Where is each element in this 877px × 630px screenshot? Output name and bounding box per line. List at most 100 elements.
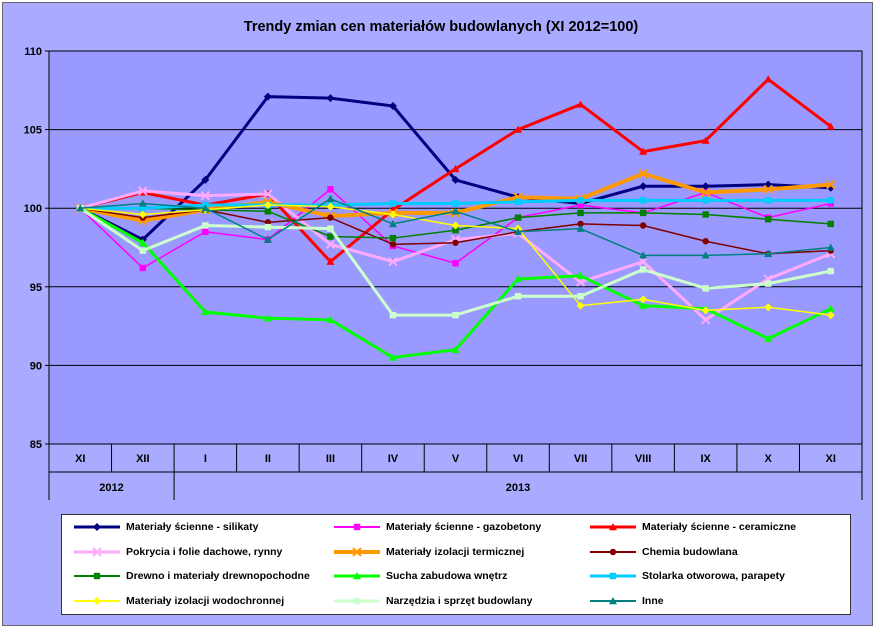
data-point <box>327 233 334 240</box>
data-point <box>826 243 835 251</box>
data-point <box>327 214 334 221</box>
data-point <box>701 136 710 144</box>
data-point <box>826 311 835 320</box>
data-point <box>451 164 460 173</box>
legend-item: Pokrycia i folie dachowe, rynny <box>72 543 282 561</box>
data-point <box>826 122 835 130</box>
y-tick-label: 90 <box>30 360 42 372</box>
legend-label: Materiały izolacji wodochronnej <box>126 594 285 607</box>
data-point <box>575 277 586 287</box>
data-point <box>264 223 272 231</box>
data-point <box>577 197 584 204</box>
data-point <box>639 197 647 204</box>
data-point <box>389 234 397 242</box>
data-point <box>263 92 272 101</box>
data-point <box>576 224 585 232</box>
data-point <box>452 227 459 234</box>
legend-swatch <box>590 596 636 604</box>
data-point <box>388 256 398 267</box>
data-point <box>577 220 584 228</box>
x-tick-label: VI <box>513 453 523 465</box>
legend-label: Materiały ścienne - gazobetony <box>386 521 542 533</box>
data-point <box>388 353 397 361</box>
data-point <box>452 200 459 207</box>
x-tick-label: III <box>326 453 335 465</box>
data-point <box>263 189 273 199</box>
legend-item: Materiały ścienne - ceramiczne <box>588 518 796 536</box>
legend-label: Materiały ścienne - ceramiczne <box>642 521 797 533</box>
legend-item: Materiały izolacji termicznej <box>332 543 524 561</box>
x-tick-label: X <box>765 453 773 465</box>
data-point <box>827 267 834 275</box>
data-point <box>201 307 210 316</box>
data-point <box>827 220 834 228</box>
data-point <box>389 241 397 248</box>
legend-swatch <box>334 572 380 580</box>
legend-marker <box>353 572 361 580</box>
data-point <box>452 239 459 246</box>
data-point <box>138 186 148 196</box>
data-point <box>452 260 459 267</box>
data-point <box>202 222 209 229</box>
plot-area <box>48 50 863 445</box>
y-tick-label: 95 <box>30 282 42 294</box>
x-tick-label: II <box>265 453 271 465</box>
legend-label: Inne <box>642 594 664 607</box>
data-point <box>638 168 648 179</box>
legend-item: Materiały ścienne - gazobetony <box>332 518 541 536</box>
data-point <box>139 205 147 212</box>
x-tick-label: IX <box>700 453 711 465</box>
legend-label: Materiały izolacji termicznej <box>386 545 525 558</box>
legend-marker <box>609 548 617 555</box>
y-tick-label: 100 <box>24 203 42 215</box>
data-point <box>139 264 147 272</box>
legend-marker <box>353 597 361 604</box>
data-point <box>514 214 522 221</box>
data-point <box>826 304 835 313</box>
data-point <box>514 198 522 206</box>
legend-swatch <box>74 596 120 605</box>
legend-label: Chemia budowlana <box>642 545 738 558</box>
data-point <box>138 199 147 207</box>
legend-marker <box>609 523 617 531</box>
data-point <box>764 197 772 204</box>
legend-label: Stolarka otworowa, parapety <box>642 570 785 582</box>
data-point <box>325 239 336 250</box>
data-point <box>263 201 272 210</box>
data-point <box>264 208 272 215</box>
data-point <box>388 210 397 219</box>
data-point <box>639 295 648 304</box>
x-tick-label: I <box>204 453 207 465</box>
legend-item: Materiały ścienne - silikaty <box>72 518 258 536</box>
data-point <box>639 266 647 273</box>
data-point <box>201 175 210 184</box>
series-12 <box>76 194 835 259</box>
legend-marker <box>93 523 101 531</box>
data-point <box>451 175 460 184</box>
legend-marker <box>352 546 362 557</box>
data-point <box>326 202 335 211</box>
legend-swatch <box>334 597 380 604</box>
legend-item: Narzędzia i sprzęt budowlany <box>332 592 532 610</box>
legend-marker <box>92 546 102 557</box>
data-point <box>326 94 335 103</box>
data-point <box>700 315 711 325</box>
data-point <box>576 100 585 108</box>
data-point <box>327 186 334 193</box>
data-point <box>701 306 710 315</box>
data-point <box>701 251 710 259</box>
data-point <box>388 219 397 228</box>
y-tick-label: 85 <box>30 439 42 451</box>
y-tick-label: 105 <box>24 125 42 137</box>
data-point <box>577 209 584 217</box>
legend-swatch <box>74 523 120 531</box>
data-point <box>326 315 335 324</box>
data-point <box>514 293 522 300</box>
data-point <box>639 147 648 155</box>
legend-label: Narzędzia i sprzęt budowlany <box>386 594 533 607</box>
data-point <box>701 182 710 191</box>
data-point <box>764 249 773 257</box>
data-point <box>327 225 334 232</box>
x-tick-label: XII <box>136 453 149 465</box>
data-point <box>576 301 585 310</box>
